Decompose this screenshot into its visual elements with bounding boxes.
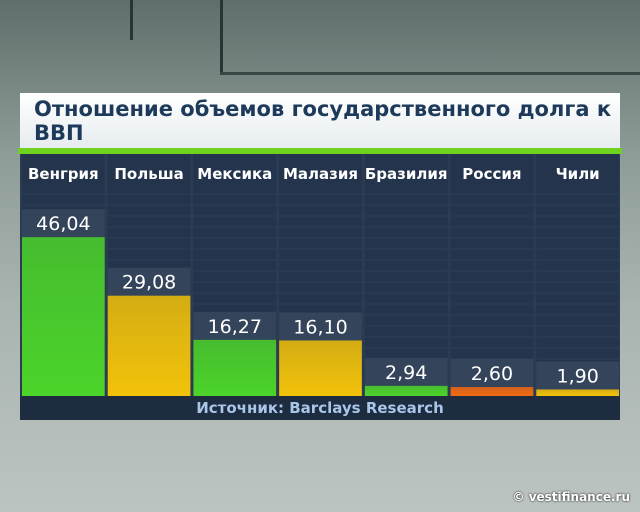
bar — [536, 389, 619, 396]
bar — [107, 295, 191, 396]
bar — [364, 385, 448, 396]
value-label: 46,04 — [36, 213, 90, 235]
bar — [450, 387, 534, 396]
value-label: 1,90 — [556, 365, 598, 387]
value-label: 16,27 — [208, 316, 262, 338]
title-panel: Отношение объемов государственного долга… — [20, 93, 620, 148]
column-background — [536, 154, 619, 396]
category-label: Бразилия — [365, 165, 448, 183]
category-label: Венгрия — [28, 165, 99, 183]
value-label-box — [279, 312, 362, 341]
background-beam — [220, 72, 640, 75]
value-label: 16,10 — [293, 316, 347, 338]
watermark: © vestifinance.ru — [512, 490, 630, 504]
chart-panel: Венгрия 46,04 Польша 29,08 Мексика 16,27 Малаз… — [20, 154, 620, 420]
category-label: Польша — [114, 165, 183, 183]
value-label: 2,60 — [471, 363, 513, 385]
bar — [193, 339, 277, 396]
category-label: Мексика — [197, 165, 272, 183]
accent-strip — [18, 148, 622, 154]
bar — [279, 340, 362, 396]
value-label-box — [22, 209, 105, 238]
background-beam — [220, 0, 223, 75]
chart-title: Отношение объемов государственного долга… — [34, 96, 612, 145]
category-label: Россия — [462, 165, 521, 183]
source-note: Источник: Barclays Research — [20, 396, 620, 420]
value-label-box — [450, 359, 534, 388]
value-label-box — [107, 267, 191, 296]
value-label-box — [364, 357, 448, 386]
bar — [22, 237, 105, 396]
category-label: Малазия — [283, 165, 358, 183]
value-label: 29,08 — [122, 272, 176, 294]
background-beam — [130, 0, 133, 40]
category-label: Чили — [556, 165, 600, 183]
value-label-box — [193, 311, 277, 340]
value-label: 2,94 — [385, 362, 427, 384]
value-label-box — [536, 361, 619, 390]
bar-chart: Венгрия 46,04 Польша 29,08 Мексика 16,27 Малаз… — [22, 154, 619, 396]
